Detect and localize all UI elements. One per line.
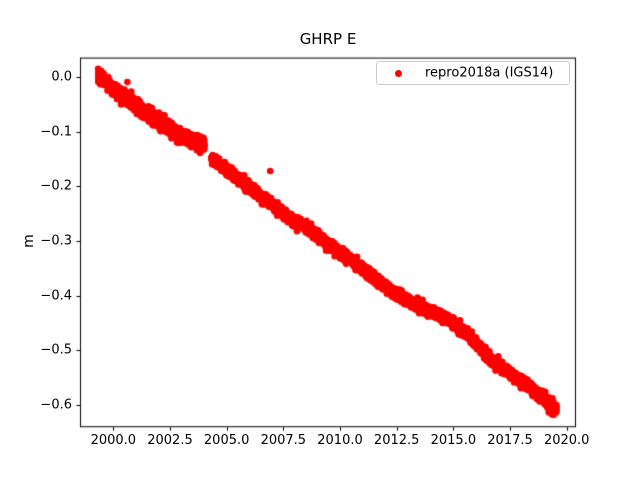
y-tick-label: −0.1: [40, 124, 72, 140]
y-tick-label: −0.3: [40, 233, 72, 249]
x-tick-label: 2007.5: [260, 433, 307, 449]
y-tick-label: 0.0: [51, 69, 72, 85]
x-tick-label: 2020.0: [543, 433, 590, 449]
legend: repro2018a (IGS14): [376, 61, 570, 85]
y-tick-label: −0.6: [40, 397, 72, 413]
x-tick-label: 2000.0: [90, 433, 137, 449]
chart-title: GHRP E: [299, 30, 357, 48]
x-tick-label: 2010.0: [317, 433, 363, 449]
x-tick-label: 2012.5: [373, 433, 420, 449]
x-tick-label: 2002.5: [147, 433, 193, 449]
y-tick-label: −0.5: [40, 342, 72, 358]
x-tick-label: 2005.0: [203, 433, 250, 449]
legend-marker-icon: [395, 69, 402, 77]
x-tick-label: 2017.5: [487, 433, 533, 449]
y-axis-label: m: [21, 234, 37, 248]
x-tick-label: 2015.0: [430, 433, 477, 449]
y-tick-label: −0.2: [40, 178, 72, 194]
y-tick-label: −0.4: [40, 288, 72, 304]
legend-label: repro2018a (IGS14): [425, 65, 554, 81]
